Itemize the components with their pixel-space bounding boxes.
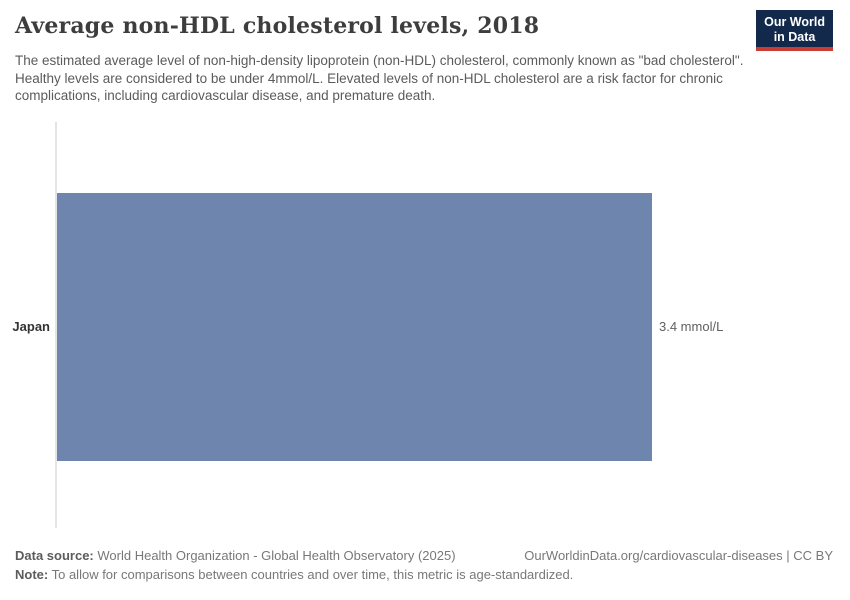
y-axis-line [55,122,57,528]
entity-label-japan: Japan [12,319,50,334]
note-text: To allow for comparisons between countri… [51,567,574,582]
bar-value-label: 3.4 mmol/L [659,319,724,334]
note-label: Note: [15,567,49,582]
chart-title: Average non-HDL cholesterol levels, 2018 [15,13,540,39]
data-source-text: World Health Organization - Global Healt… [97,548,456,563]
owid-url-link[interactable]: OurWorldinData.org/cardiovascular-diseas… [524,548,833,563]
owid-logo-line2: in Data [773,29,816,44]
bar-japan[interactable] [57,193,652,461]
chart-footer: Data source: World Health Organization -… [15,548,833,582]
chart-subtitle: The estimated average level of non-high-… [15,53,744,103]
owid-logo-line1: Our World [764,15,825,29]
data-source-label: Data source: [15,548,94,563]
data-source-line: Data source: World Health Organization -… [15,548,456,563]
note-line: Note: To allow for comparisons between c… [15,567,833,582]
owid-logo[interactable]: Our World in Data [756,10,833,51]
